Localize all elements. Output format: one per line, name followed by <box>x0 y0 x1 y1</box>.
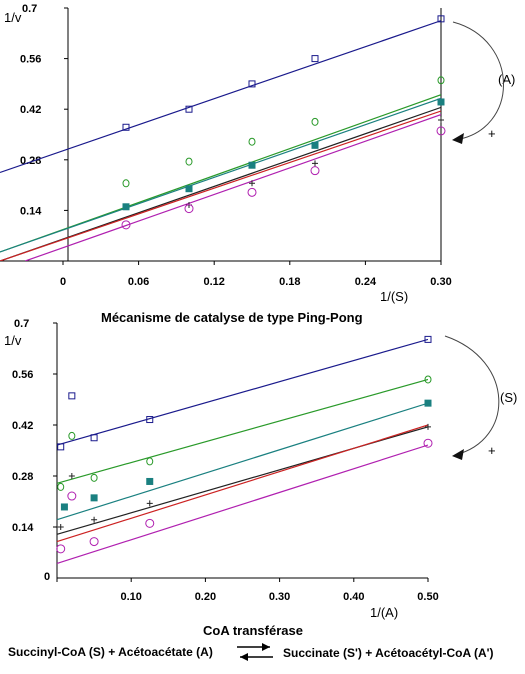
data-point-filled-square <box>437 98 445 106</box>
data-point-filled-square <box>146 477 154 485</box>
regression-line <box>0 20 441 174</box>
x-tick-label: 0.20 <box>195 591 216 603</box>
data-point-circle <box>310 166 320 176</box>
regression-line <box>0 110 441 261</box>
data-point-filled-square <box>60 503 68 511</box>
data-point-circle <box>67 491 77 501</box>
data-point-plus <box>249 180 255 187</box>
chart2-arrow-label: (S) <box>500 390 517 405</box>
y-tick-label: 0.56 <box>12 369 33 381</box>
x-tick-label: 0.12 <box>203 276 224 288</box>
data-point-plus <box>312 160 318 167</box>
data-point-filled-square <box>311 141 319 149</box>
data-point-square <box>311 55 319 63</box>
data-point-circle <box>436 126 446 136</box>
regression-line <box>56 338 428 446</box>
x-tick-label: 0 <box>44 571 50 583</box>
equilibrium-arrows-icon <box>237 643 273 661</box>
data-point-square <box>122 123 130 131</box>
data-point-diamond <box>90 473 98 482</box>
data-point-plus <box>57 524 64 530</box>
y-tick-label: 0.14 <box>12 522 34 534</box>
chart2-ylabel: 1/v <box>4 333 22 348</box>
data-point-circle <box>423 438 433 448</box>
chart2: 0.14 0.28 0.42 0.56 0.7 0 0.10 0.20 0.30 0.40 0.50 <box>12 318 500 603</box>
data-point-square <box>437 15 445 23</box>
reaction-substrates: Succinyl-CoA (S) + Acétoacétate (A) <box>8 645 213 659</box>
chart1: 0.140.280.420.560.70 0.06 0.12 0.18 0.24 0.30 <box>0 3 504 288</box>
curved-arrow-icon <box>444 335 500 456</box>
data-point-filled-square <box>185 185 193 193</box>
y-tick-label: 0.56 <box>20 54 41 66</box>
data-point-diamond <box>311 117 319 126</box>
chart2-xlabel: 1/(A) <box>370 605 398 620</box>
chart1-plus-label: + <box>488 126 496 141</box>
data-point-diamond <box>248 137 256 146</box>
data-point-square <box>57 443 65 451</box>
regression-line <box>25 114 441 261</box>
chart1-xlabel: 1/(S) <box>380 289 408 304</box>
data-point-plus <box>146 500 153 507</box>
data-point-diamond <box>437 76 445 85</box>
data-point-circle <box>145 518 155 528</box>
x-tick-label: 0.06 <box>128 276 149 288</box>
arrowhead-icon <box>452 449 464 460</box>
x-tick-label: 0.24 <box>355 276 377 288</box>
regression-line <box>56 402 428 521</box>
curved-arrow-icon <box>452 21 504 141</box>
chart1-ylabel: 1/v <box>4 10 22 25</box>
y-tick-label: 0.7 <box>14 318 29 330</box>
arrowhead-icon <box>452 133 464 144</box>
data-point-filled-square <box>90 494 98 502</box>
data-point-diamond <box>146 457 154 466</box>
regression-line <box>56 444 428 565</box>
x-tick-label: 0.40 <box>343 591 364 603</box>
y-tick-label: 0.42 <box>20 104 41 116</box>
x-tick-label: 0.10 <box>120 591 141 603</box>
chart2-title: Mécanisme de catalyse de type Ping-Pong <box>101 310 363 325</box>
data-point-filled-square <box>248 161 256 169</box>
data-point-circle <box>184 204 194 214</box>
data-point-square <box>248 80 256 88</box>
data-point-plus <box>438 117 444 124</box>
y-tick-label: 0.14 <box>20 205 42 217</box>
x-tick-label: 0.30 <box>430 276 451 288</box>
x-tick-label: 0.18 <box>279 276 300 288</box>
chart2-plus-label: + <box>488 443 496 458</box>
data-point-circle <box>89 537 99 547</box>
data-point-circle <box>56 544 66 554</box>
enzyme-name: CoA transférase <box>203 623 303 638</box>
data-point-square <box>68 392 76 400</box>
data-point-plus <box>425 423 431 430</box>
data-point-plus <box>91 516 98 523</box>
x-tick-label: 0.30 <box>269 591 290 603</box>
regression-line <box>0 97 441 253</box>
regression-line <box>56 378 428 484</box>
data-point-plus <box>68 473 75 479</box>
x-tick-label: 0 <box>60 276 66 288</box>
reaction-products: Succinate (S') + Acétoacétyl-CoA (A') <box>283 646 494 660</box>
regression-line <box>56 424 428 543</box>
x-tick-label: 0.50 <box>417 591 438 603</box>
data-point-filled-square <box>122 203 130 211</box>
data-point-filled-square <box>424 399 432 407</box>
y-tick-label: 0.7 <box>22 3 37 15</box>
data-point-diamond <box>68 431 76 440</box>
data-point-square <box>185 105 193 113</box>
data-point-diamond <box>424 375 432 384</box>
data-point-diamond <box>122 179 130 188</box>
data-point-square <box>90 434 98 442</box>
chart1-arrow-label: (A) <box>498 72 515 87</box>
data-point-circle <box>121 220 131 230</box>
data-point-diamond <box>185 157 193 166</box>
data-point-diamond <box>57 482 65 491</box>
data-point-square <box>424 335 432 343</box>
y-tick-label: 0.42 <box>12 420 33 432</box>
y-tick-label: 0.28 <box>12 471 33 483</box>
data-point-square <box>146 416 154 424</box>
data-point-circle <box>247 187 257 197</box>
